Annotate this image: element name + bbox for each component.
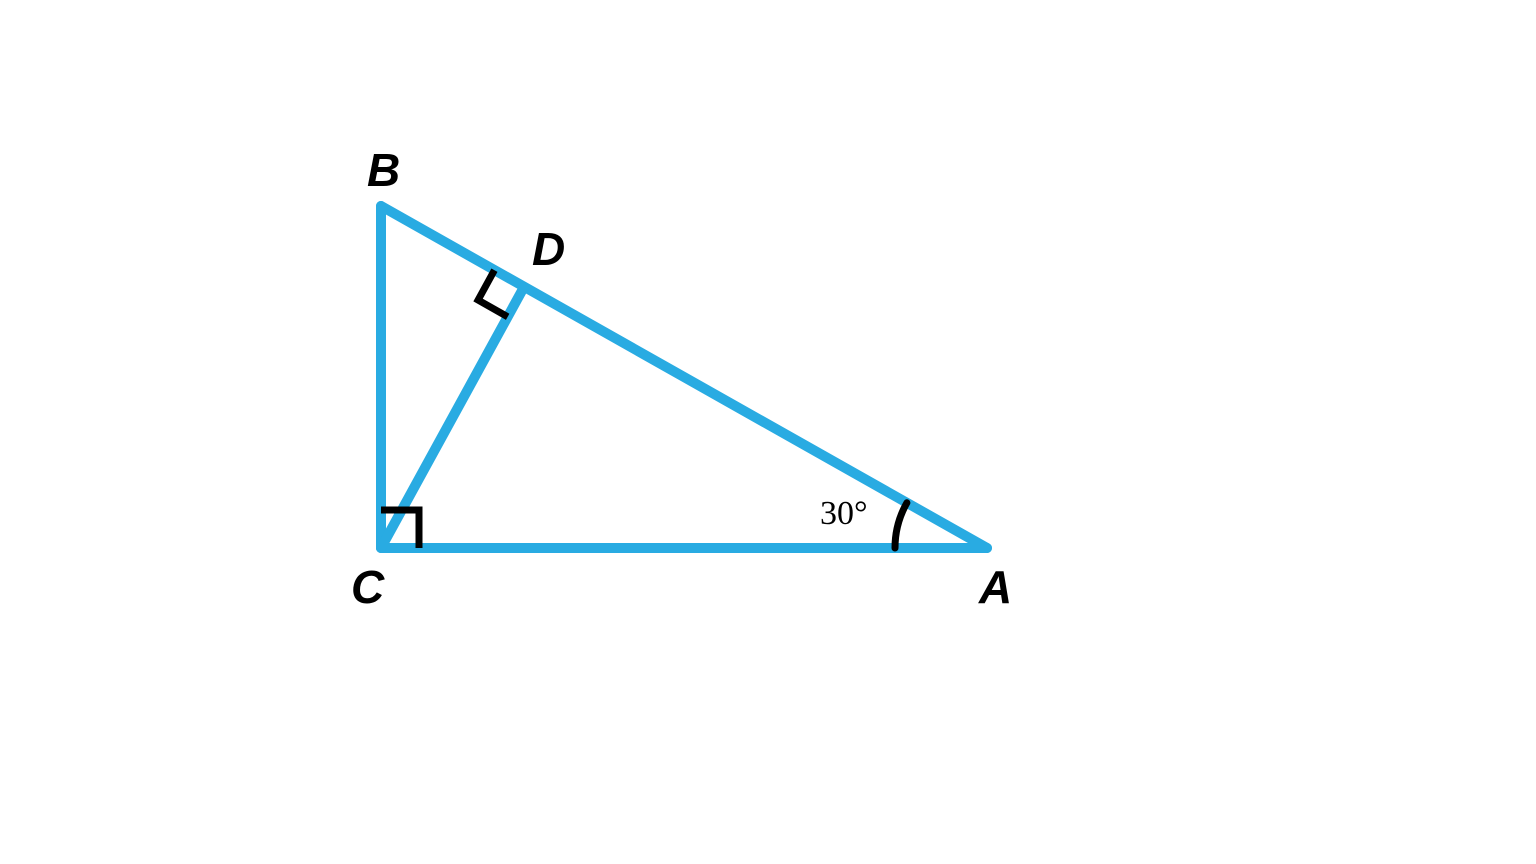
- vertex-label-D: D: [532, 223, 565, 275]
- angle-label-A: 30°: [820, 495, 868, 532]
- edges: [381, 206, 987, 548]
- vertex-label-A: A: [978, 561, 1012, 613]
- angle-arc-A: [895, 503, 907, 548]
- geometry-diagram: 30° A B C D: [0, 0, 1536, 864]
- vertex-label-B: B: [367, 144, 400, 196]
- vertex-label-C: C: [351, 561, 385, 613]
